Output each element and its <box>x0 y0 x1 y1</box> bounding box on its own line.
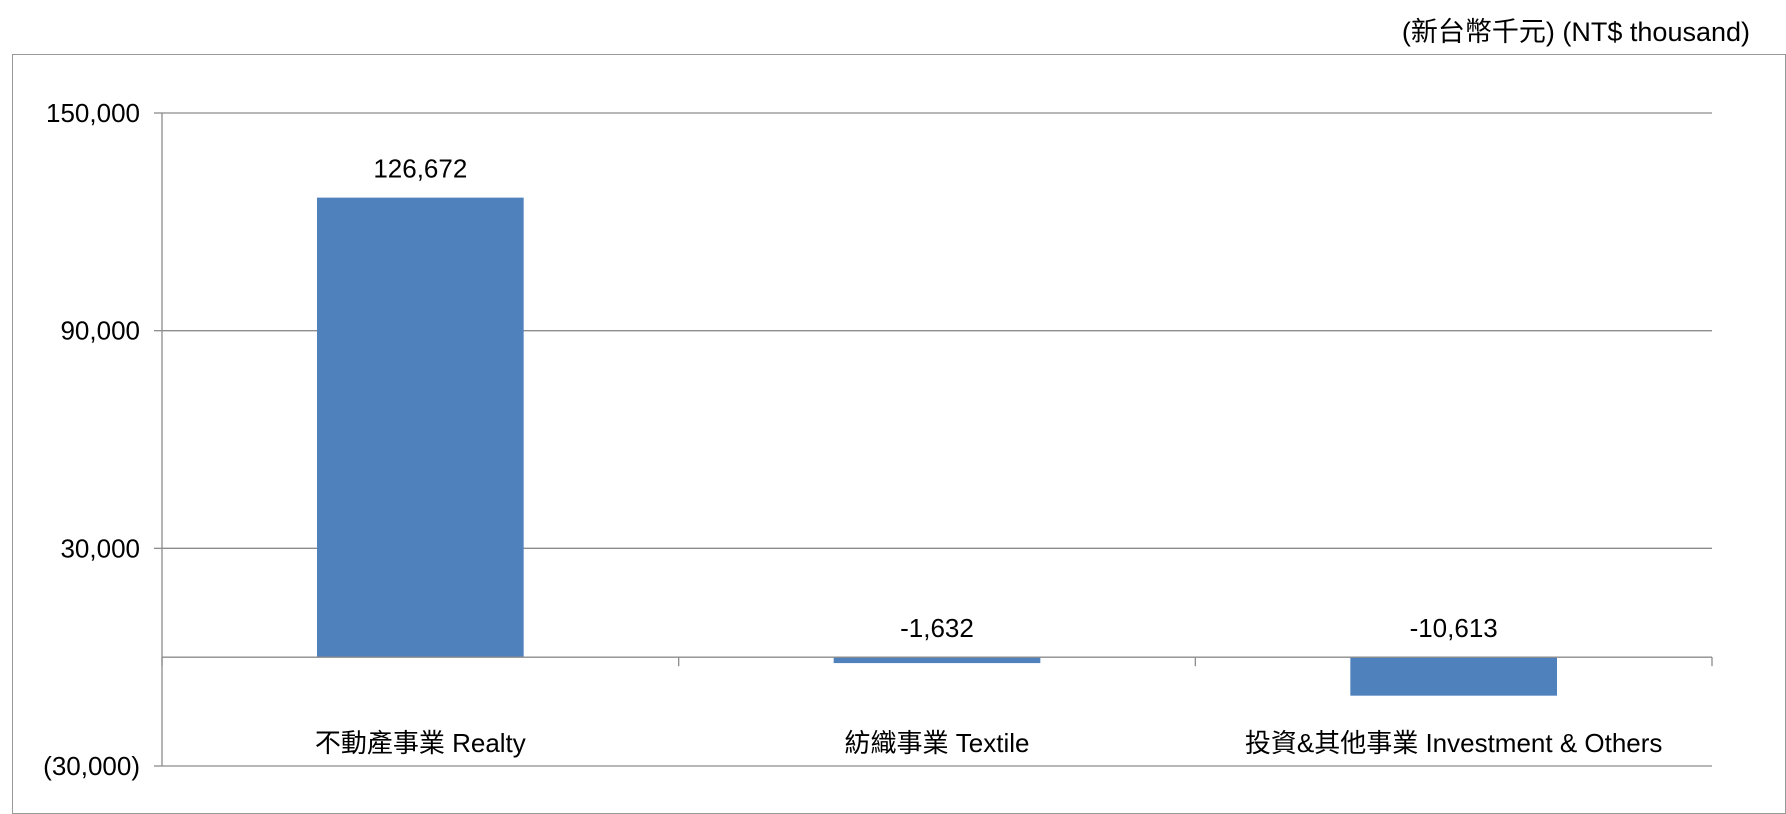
x-category-label: 不動產事業 Realty <box>315 728 526 758</box>
y-tick-label: 90,000 <box>60 316 140 346</box>
labels: 150,000 90,000 30,000 (30,000) 126,672 不動產事業 … <box>43 98 1662 781</box>
data-label: -1,632 <box>900 613 974 643</box>
x-category-label: 紡織事業 Textile <box>845 728 1030 758</box>
y-tick-label: 150,000 <box>46 98 140 128</box>
y-tick-label: (30,000) <box>43 751 140 781</box>
data-label: -10,613 <box>1410 613 1498 643</box>
unit-label: (新台幣千元) (NT$ thousand) <box>1401 17 1750 47</box>
axes <box>154 112 1713 767</box>
bar <box>1350 657 1557 696</box>
bar <box>833 657 1041 664</box>
bars <box>317 197 1557 696</box>
data-label: 126,672 <box>373 154 467 184</box>
x-category-label: 投資&其他事業 Investment & Others <box>1245 728 1663 758</box>
y-tick-label: 30,000 <box>60 533 140 563</box>
bar <box>317 197 524 658</box>
